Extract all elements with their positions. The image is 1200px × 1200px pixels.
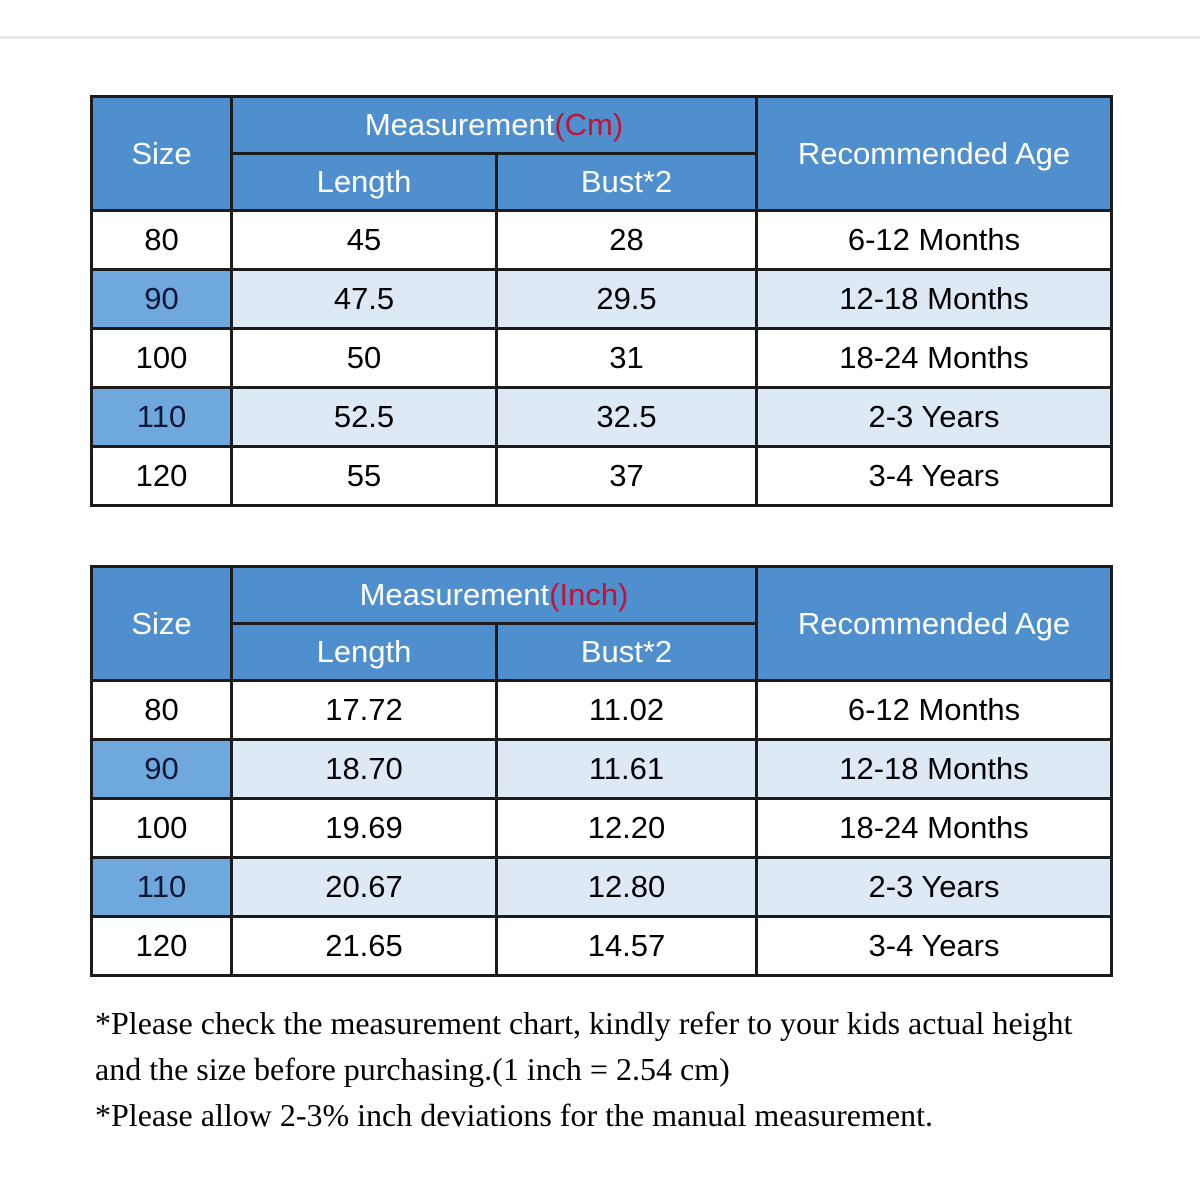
size-value: 80 — [90, 209, 233, 271]
age-value: 2-3 Years — [755, 856, 1113, 918]
col-header-length: Length — [230, 152, 498, 212]
table-row-cm-90: 90 47.5 29.5 12-18 Months — [90, 268, 1114, 330]
table-row-inch-110: 110 20.67 12.80 2-3 Years — [90, 856, 1113, 918]
age-value: 2-3 Years — [755, 386, 1114, 448]
bust-value: 11.61 — [495, 738, 758, 800]
age-value: 6-12 Months — [755, 679, 1113, 741]
age-value: 3-4 Years — [755, 445, 1114, 507]
bust-value: 31 — [494, 327, 759, 389]
footer-notes: *Please check the measurement chart, kin… — [95, 1000, 1115, 1138]
size-value: 110 — [90, 386, 233, 448]
age-value: 18-24 Months — [755, 327, 1114, 389]
size-value: 90 — [90, 738, 233, 800]
col-header-recommended-age: Recommended Age — [755, 565, 1113, 682]
length-value: 52.5 — [230, 386, 498, 448]
size-value: 110 — [90, 856, 233, 918]
size-value: 120 — [90, 915, 233, 977]
age-value: 6-12 Months — [755, 209, 1114, 271]
bust-value: 11.02 — [495, 679, 758, 741]
length-value: 20.67 — [230, 856, 498, 918]
bust-value: 28 — [494, 209, 759, 271]
table-row-inch-100: 100 19.69 12.20 18-24 Months — [90, 797, 1113, 859]
table-row-inch-90: 90 18.70 11.61 12-18 Months — [90, 738, 1113, 800]
col-header-length: Length — [230, 622, 498, 682]
age-value: 12-18 Months — [755, 738, 1113, 800]
size-value: 100 — [90, 327, 233, 389]
length-value: 50 — [230, 327, 498, 389]
bust-value: 12.20 — [495, 797, 758, 859]
col-header-size: Size — [90, 565, 233, 682]
table-row-inch-120: 120 21.65 14.57 3-4 Years — [90, 915, 1113, 977]
table-row-cm-100: 100 50 31 18-24 Months — [90, 327, 1114, 389]
age-value: 3-4 Years — [755, 915, 1113, 977]
size-table-inch: Size Measurement(Inch) Recommended Age L… — [90, 565, 1113, 977]
age-value: 12-18 Months — [755, 268, 1114, 330]
measurement-label: Measurement — [364, 107, 555, 142]
top-divider-rule — [0, 36, 1200, 39]
col-header-measurement-cm: Measurement(Cm) — [229, 95, 759, 155]
bust-value: 14.57 — [495, 915, 758, 977]
age-value: 18-24 Months — [755, 797, 1113, 859]
length-value: 45 — [230, 209, 498, 271]
size-value: 90 — [90, 268, 233, 330]
table-row-inch-80: 80 17.72 11.02 6-12 Months — [90, 679, 1113, 741]
length-value: 21.65 — [230, 915, 498, 977]
col-header-size: Size — [90, 95, 233, 212]
length-value: 19.69 — [230, 797, 498, 859]
size-value: 120 — [90, 445, 233, 507]
length-value: 18.70 — [230, 738, 498, 800]
unit-label-inch: (Inch) — [549, 577, 629, 612]
length-value: 47.5 — [230, 268, 498, 330]
size-value: 80 — [90, 679, 233, 741]
col-header-measurement-inch: Measurement(Inch) — [230, 565, 758, 625]
bust-value: 37 — [494, 445, 759, 507]
col-header-bust: Bust*2 — [494, 152, 759, 212]
col-header-recommended-age: Recommended Age — [755, 95, 1114, 212]
measurement-label: Measurement — [359, 577, 550, 612]
note-deviation: *Please allow 2-3% inch deviations for t… — [95, 1097, 933, 1133]
size-value: 100 — [90, 797, 233, 859]
bust-value: 12.80 — [495, 856, 758, 918]
table-row-cm-110: 110 52.5 32.5 2-3 Years — [90, 386, 1114, 448]
table-row-cm-80: 80 45 28 6-12 Months — [90, 209, 1114, 271]
length-value: 55 — [230, 445, 498, 507]
unit-label-cm: (Cm) — [554, 107, 624, 142]
bust-value: 29.5 — [494, 268, 759, 330]
bust-value: 32.5 — [494, 386, 759, 448]
length-value: 17.72 — [230, 679, 498, 741]
note-measurement-chart: *Please check the measurement chart, kin… — [95, 1005, 1073, 1087]
table-row-cm-120: 120 55 37 3-4 Years — [90, 445, 1114, 507]
col-header-bust: Bust*2 — [495, 622, 758, 682]
size-table-cm: Size Measurement(Cm) Recommended Age Len… — [90, 95, 1114, 507]
